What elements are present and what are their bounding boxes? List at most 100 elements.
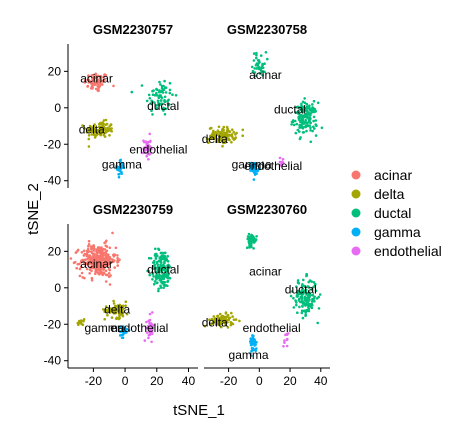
data-point [292, 306, 296, 309]
data-point [88, 254, 92, 257]
data-point [152, 323, 155, 327]
data-point [216, 137, 220, 141]
data-point [100, 262, 104, 266]
data-point [119, 166, 123, 170]
data-point [250, 338, 253, 341]
y-tick-label: 0 [54, 101, 61, 115]
data-point [311, 293, 315, 297]
data-point [96, 89, 100, 93]
data-point [158, 80, 161, 84]
data-point [314, 289, 318, 293]
data-point [96, 84, 99, 87]
data-point [300, 102, 303, 106]
y-tick-label: 20 [48, 244, 62, 258]
data-point [147, 336, 150, 340]
data-point [245, 246, 249, 249]
data-point [294, 111, 298, 114]
data-point [300, 309, 304, 313]
data-point [304, 124, 308, 128]
data-point [310, 306, 314, 310]
data-point [157, 289, 160, 293]
data-point [222, 139, 225, 143]
data-point [158, 103, 161, 107]
data-point [259, 54, 263, 57]
data-point [210, 317, 214, 321]
data-point [250, 236, 253, 239]
data-point [160, 281, 164, 285]
data-point [251, 239, 254, 242]
data-point [147, 256, 151, 260]
data-point [220, 133, 223, 137]
data-point [152, 275, 155, 278]
data-point [101, 253, 105, 257]
data-point [121, 328, 124, 332]
y-tick-label: 20 [48, 64, 62, 78]
data-point [298, 106, 301, 109]
data-point [301, 110, 304, 114]
data-point [86, 257, 89, 261]
data-point [305, 102, 309, 106]
data-point [163, 258, 166, 261]
facet-panel: GSM2230757 20 0 -20 -40 acinar ductal delta endo… [44, 22, 187, 188]
data-point [105, 129, 109, 133]
cluster-label: ductal [147, 99, 179, 113]
data-point [230, 311, 233, 315]
data-point [102, 133, 106, 137]
data-point [76, 321, 80, 325]
data-point [147, 158, 150, 161]
data-point [250, 341, 253, 344]
data-point [88, 127, 92, 130]
data-point [88, 272, 91, 275]
data-point [225, 134, 228, 138]
facet-title: GSM2230758 [227, 22, 307, 37]
data-point [119, 308, 122, 312]
data-point [87, 130, 91, 133]
data-point [151, 278, 154, 281]
data-point [152, 282, 156, 286]
data-point [92, 247, 96, 251]
data-point [101, 255, 104, 259]
data-point [305, 109, 309, 112]
data-point [102, 78, 106, 82]
data-point [300, 126, 303, 129]
data-point [151, 113, 154, 116]
data-point [100, 83, 103, 86]
data-point [308, 108, 312, 112]
data-point [155, 104, 158, 107]
data-point [307, 307, 311, 311]
data-point [168, 81, 172, 85]
data-point [301, 316, 305, 320]
data-point [164, 284, 168, 287]
data-point [145, 154, 148, 158]
data-point [152, 267, 155, 271]
data-point [110, 316, 114, 319]
data-point [87, 74, 90, 77]
data-point [307, 106, 311, 109]
data-point [103, 257, 107, 261]
data-point [308, 104, 311, 107]
data-point [250, 346, 254, 350]
data-point [251, 348, 255, 352]
data-point [220, 139, 223, 143]
data-point [104, 73, 107, 77]
data-point [90, 85, 94, 89]
data-point [312, 119, 315, 123]
data-point [98, 270, 102, 273]
data-point [90, 130, 93, 133]
data-point [304, 313, 308, 317]
data-point [90, 276, 94, 280]
data-point [205, 137, 209, 141]
data-point [98, 76, 102, 80]
data-point [115, 317, 118, 321]
data-point [106, 264, 109, 267]
data-point [298, 290, 302, 293]
data-point [102, 119, 106, 122]
data-point [90, 256, 93, 259]
data-point [312, 99, 316, 103]
data-point [79, 265, 83, 269]
data-point [105, 122, 109, 126]
data-point [314, 134, 318, 137]
data-point [96, 265, 99, 269]
data-point [217, 125, 221, 129]
